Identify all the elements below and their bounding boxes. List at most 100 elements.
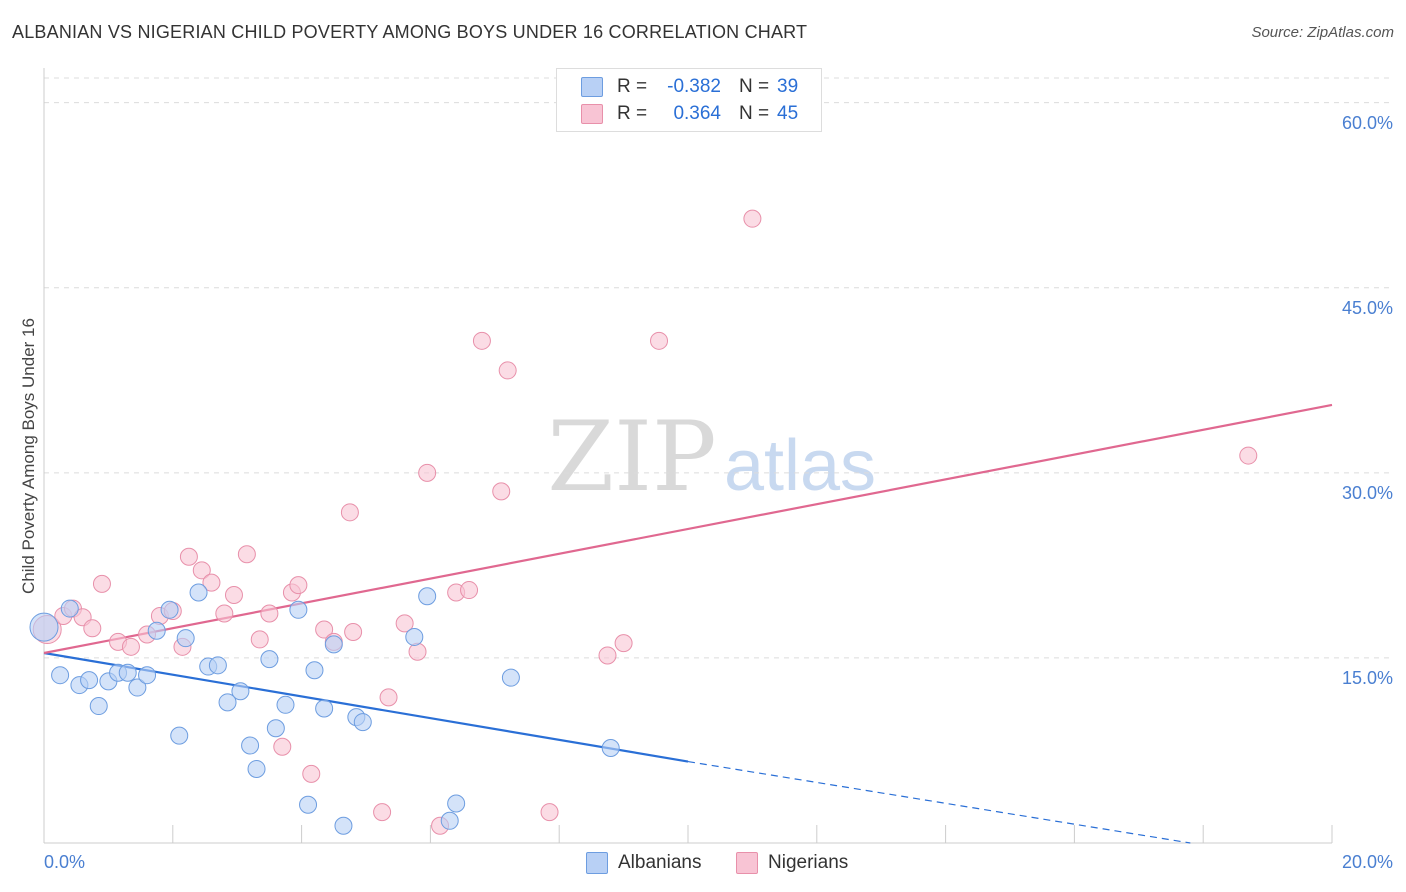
albanian-point-26	[299, 795, 318, 814]
albanian-point-35	[440, 811, 459, 830]
nigerian-point-12	[179, 547, 198, 566]
nigerians-n-label: N =	[739, 103, 770, 124]
nigerians-r-value: 0.364	[673, 103, 721, 124]
axes	[43, 68, 1333, 844]
albanian-point-21	[247, 759, 266, 778]
stats-legend: R = -0.382 N = 39 R = 0.364 N = 45	[556, 68, 822, 132]
nigerian-point-31	[408, 642, 427, 661]
albanian-point-17	[208, 656, 227, 675]
nigerian-point-36	[472, 331, 491, 350]
albanian-point-18	[218, 693, 237, 712]
albanian-point-8	[118, 663, 137, 682]
nigerian-point-43	[743, 209, 762, 228]
legend-item-albanians[interactable]: Albanians	[586, 852, 701, 874]
y-axis-label: Child Poverty Among Boys Under 16	[19, 318, 38, 594]
nigerian-point-19	[260, 604, 279, 623]
nigerian-point-38	[498, 361, 517, 380]
albanian-point-15	[189, 583, 208, 602]
y-tick-label-1: 30.0%	[1341, 482, 1393, 503]
nigerian-point-42	[650, 331, 669, 350]
albanian-point-36	[447, 794, 466, 813]
nigerians-swatch	[581, 104, 603, 124]
nigerian-point-22	[289, 576, 308, 595]
nigerian-point-44	[1239, 446, 1258, 465]
albanian-point-23	[266, 719, 285, 738]
albanian-point-24	[276, 695, 295, 714]
legend-row-albanians: R = -0.382 N = 39	[581, 74, 798, 100]
trend-line-nigerians	[43, 403, 1333, 655]
nigerian-point-14	[202, 573, 221, 592]
nigerian-point-28	[373, 803, 392, 822]
nigerian-point-24	[315, 620, 334, 639]
series-legend: Albanians Nigerians	[0, 852, 1406, 876]
albanian-point-38	[601, 738, 620, 757]
albanian-point-0	[29, 612, 59, 642]
albanian-point-32	[353, 713, 372, 732]
nigerian-point-35	[460, 581, 479, 600]
source-label: Source: ZipAtlas.com	[1251, 24, 1394, 41]
nigerian-point-18	[250, 630, 269, 649]
nigerians-r-label: R =	[617, 103, 648, 124]
albanians-n-label: N =	[739, 76, 770, 97]
y-tick-label-2: 45.0%	[1341, 297, 1393, 318]
albanians-n-value: 39	[777, 76, 799, 97]
nigerian-point-40	[598, 646, 617, 665]
nigerian-point-23	[302, 764, 321, 783]
gridlines	[44, 77, 1392, 659]
nigerian-point-37	[492, 482, 511, 501]
nigerian-point-29	[379, 688, 398, 707]
albanian-point-13	[170, 726, 189, 745]
nigerian-point-30	[395, 614, 414, 633]
nigerians-n-value: 45	[777, 103, 799, 124]
legend-row-nigerians: R = 0.364 N = 45	[581, 101, 798, 127]
albanians-legend-swatch	[586, 852, 608, 874]
albanian-point-12	[160, 600, 179, 619]
watermark-atlas: atlas	[724, 426, 876, 506]
legend-item-nigerians[interactable]: Nigerians	[736, 852, 848, 874]
nigerian-point-4	[83, 619, 102, 638]
data-points	[29, 209, 1258, 835]
nigerian-point-17	[237, 545, 256, 564]
albanian-point-29	[324, 635, 343, 654]
trend-line-albanians-extension	[687, 760, 1191, 844]
nigerian-point-39	[540, 803, 559, 822]
albanian-point-4	[80, 671, 99, 690]
nigerians-legend-label: Nigerians	[768, 852, 849, 873]
albanian-point-37	[501, 668, 520, 687]
albanians-r-value: -0.382	[667, 76, 721, 97]
nigerian-point-5	[92, 574, 111, 593]
albanian-point-20	[241, 736, 260, 755]
albanian-point-25	[289, 600, 308, 619]
albanian-point-34	[418, 587, 437, 606]
nigerian-point-7	[121, 637, 140, 656]
albanian-point-2	[60, 599, 79, 618]
watermark-zip: ZIP	[547, 401, 716, 513]
chart-title: ALBANIAN VS NIGERIAN CHILD POVERTY AMONG…	[12, 22, 808, 42]
albanian-point-19	[231, 682, 250, 701]
albanian-point-9	[128, 678, 147, 697]
nigerian-point-41	[614, 634, 633, 653]
albanians-legend-label: Albanians	[618, 852, 702, 873]
albanian-point-33	[405, 627, 424, 646]
nigerian-point-20	[273, 737, 292, 756]
nigerian-point-27	[344, 623, 363, 642]
albanian-point-10	[138, 666, 157, 685]
y-tick-label-0: 15.0%	[1341, 667, 1393, 688]
albanian-point-14	[176, 629, 195, 648]
x-tick-min: 0.0%	[44, 852, 86, 872]
albanian-point-27	[305, 661, 324, 680]
albanian-point-28	[315, 699, 334, 718]
y-tick-label-3: 60.0%	[1341, 112, 1393, 133]
albanian-point-5	[89, 697, 108, 716]
nigerian-point-26	[340, 503, 359, 522]
nigerian-point-16	[224, 585, 243, 604]
albanian-point-22	[260, 650, 279, 669]
albanians-r-label: R =	[617, 76, 648, 97]
albanians-swatch	[581, 77, 603, 97]
albanian-point-11	[147, 621, 166, 640]
nigerians-legend-swatch	[736, 852, 758, 874]
x-tick-max: 20.0%	[1341, 852, 1393, 872]
nigerian-point-15	[215, 604, 234, 623]
watermark: ZIP atlas	[547, 401, 876, 513]
